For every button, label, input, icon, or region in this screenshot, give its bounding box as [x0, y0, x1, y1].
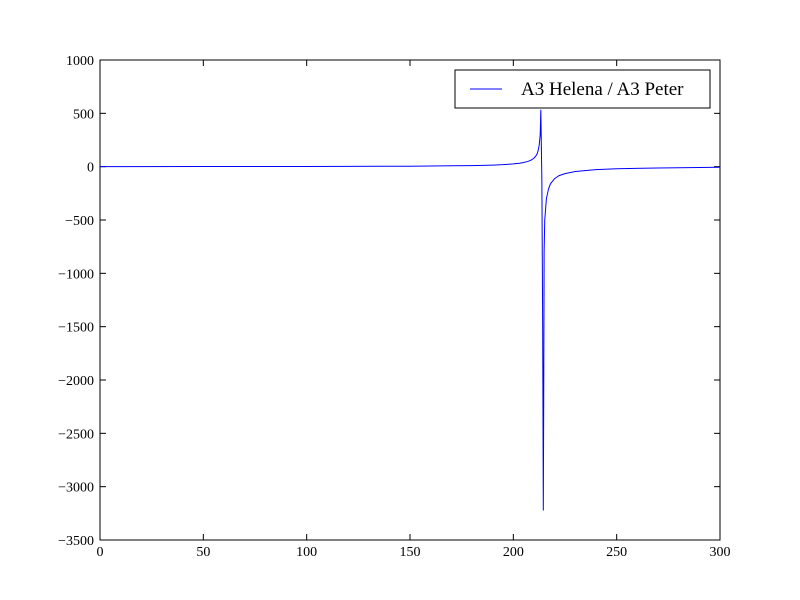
y-tick-label: 1000 — [66, 54, 94, 69]
y-tick-label: −2000 — [58, 374, 94, 389]
y-tick-label: 500 — [73, 107, 94, 122]
y-tick-label: −1500 — [58, 321, 94, 336]
x-tick-label: 300 — [710, 545, 731, 560]
y-tick-label: −1000 — [58, 267, 94, 282]
y-tick-label: −500 — [65, 214, 94, 229]
x-tick-label: 250 — [606, 545, 627, 560]
legend-label: A3 Helena / A3 Peter — [521, 79, 684, 100]
x-tick-label: 0 — [97, 545, 104, 560]
x-tick-label: 50 — [196, 545, 210, 560]
x-tick-label: 200 — [503, 545, 524, 560]
y-tick-label: 0 — [87, 161, 94, 176]
x-axis-tick-labels: 0 50 100 150 200 250 300 — [97, 545, 731, 560]
y-axis-tick-labels: 1000 500 0 −500 −1000 −1500 −2000 −2500 −3000 −35… — [58, 54, 94, 549]
axis-ticks — [99, 59, 721, 541]
series-line-0 — [99, 109, 721, 511]
plot-frame — [99, 59, 721, 541]
series-group — [99, 109, 721, 511]
y-tick-label: −3500 — [58, 534, 94, 549]
y-tick-label: −2500 — [58, 427, 94, 442]
legend: A3 Helena / A3 Peter — [454, 69, 711, 109]
x-tick-label: 150 — [400, 545, 421, 560]
x-tick-label: 100 — [296, 545, 317, 560]
y-tick-label: −3000 — [58, 481, 94, 496]
